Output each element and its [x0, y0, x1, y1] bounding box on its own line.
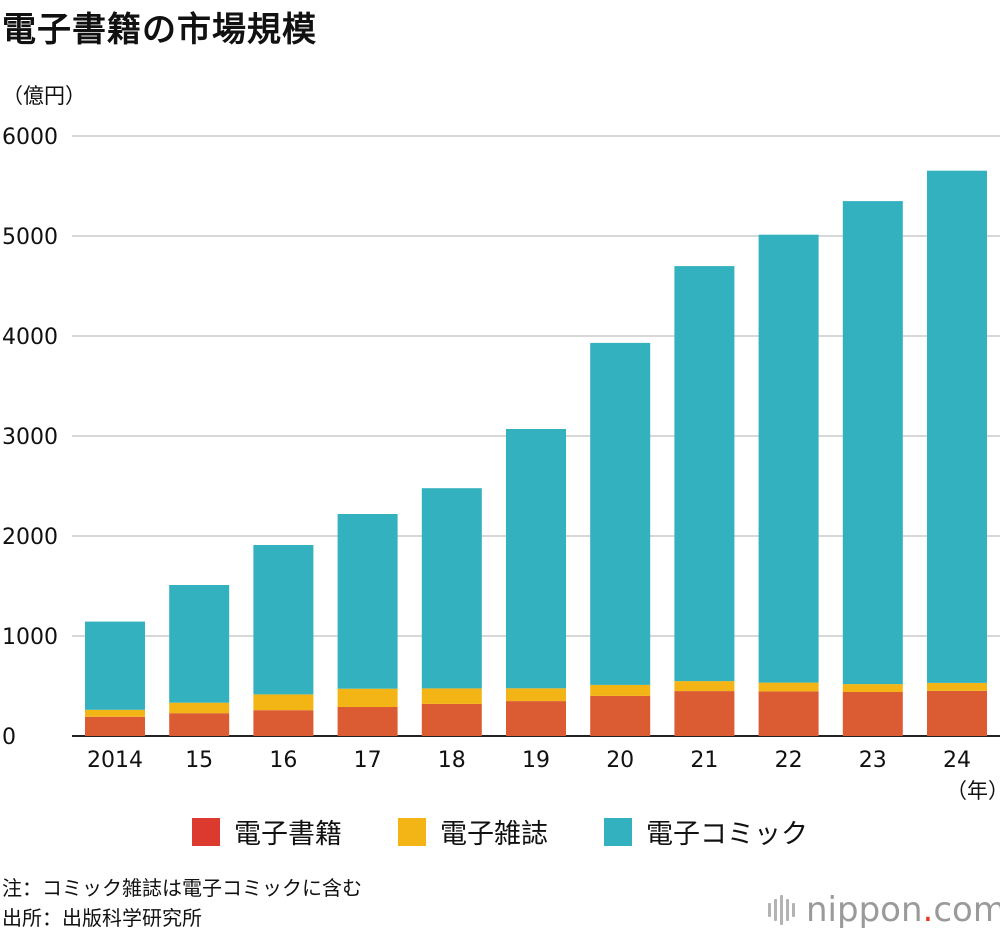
- x-axis-ticks: 2014 15 16 17 18 19 20 21 22 23 24: [87, 748, 971, 773]
- legend-swatch-ecomic: [604, 817, 632, 846]
- legend-item-ebook: 電子書籍: [192, 812, 342, 851]
- bar-segment: [674, 681, 735, 692]
- legend-swatch-emagazine: [398, 817, 426, 846]
- legend-item-ecomic: 電子コミック: [604, 812, 808, 851]
- chart-note: 注：コミック雑誌は電子コミックに含む: [2, 876, 362, 900]
- legend-swatch-ebook: [192, 817, 220, 846]
- logo-bars-icon: [768, 895, 798, 925]
- legend-item-emagazine: 電子雑誌: [398, 812, 548, 851]
- bar-segment: [927, 690, 987, 736]
- legend-label-ecomic: 電子コミック: [646, 819, 808, 850]
- bar-segment: [421, 703, 482, 736]
- bar-segment: [927, 682, 987, 691]
- logo-wordmark: nippon.com: [806, 890, 1000, 930]
- logo-name-tld: com: [933, 890, 1000, 930]
- bar-segment: [85, 716, 145, 736]
- bar-segment: [842, 684, 903, 692]
- y-tick-label: 4000: [2, 325, 58, 350]
- y-tick-label: 1000: [2, 625, 58, 650]
- bar-segment: [253, 694, 314, 711]
- y-tick-label: 0: [2, 725, 16, 750]
- y-axis-unit-label: （億円）: [2, 84, 86, 108]
- bar-segment: [421, 488, 482, 689]
- bars: [85, 170, 987, 736]
- logo-name-dot: .: [922, 890, 934, 930]
- y-tick-label: 6000: [2, 125, 58, 150]
- logo-name-main: nippon: [806, 890, 923, 930]
- bar-segment: [169, 702, 230, 714]
- nippon-com-logo: nippon.com: [768, 890, 1000, 930]
- legend-label-emagazine: 電子雑誌: [440, 819, 548, 850]
- stacked-bar-chart: 0 1000 2000 3000 4000 5000 6000 2014 15 16 17 18 19…: [2, 125, 1000, 773]
- x-tick-label: 17: [354, 748, 382, 773]
- chart-source: 出所：出版科学研究所: [2, 906, 202, 930]
- bar-segment: [169, 585, 230, 703]
- legend-label-ebook: 電子書籍: [234, 819, 342, 850]
- page-title: 電子書籍の市場規模: [2, 10, 317, 50]
- y-tick-label: 5000: [2, 225, 58, 250]
- bar-segment: [337, 688, 398, 707]
- y-tick-label: 2000: [2, 525, 58, 550]
- bar-segment: [421, 688, 482, 704]
- x-tick-label: 18: [438, 748, 466, 773]
- bar-segment: [590, 695, 651, 736]
- bar-segment: [590, 342, 651, 685]
- bar-segment: [85, 709, 145, 717]
- bar-segment: [758, 234, 819, 683]
- y-axis-ticks: 0 1000 2000 3000 4000 5000 6000: [2, 125, 58, 750]
- bar-segment: [253, 710, 314, 736]
- bar-segment: [506, 688, 566, 702]
- bar-segment: [253, 545, 314, 695]
- x-tick-label: 2014: [87, 748, 143, 773]
- y-tick-label: 3000: [2, 425, 58, 450]
- x-tick-label: 20: [606, 748, 634, 773]
- x-tick-label: 22: [775, 748, 803, 773]
- x-tick-label: 16: [269, 748, 297, 773]
- bar-segment: [758, 691, 819, 736]
- x-tick-label: 23: [859, 748, 887, 773]
- bar-segment: [842, 692, 903, 736]
- bar-segment: [169, 713, 230, 736]
- legend: 電子書籍 電子雑誌 電子コミック: [0, 812, 1000, 852]
- bar-segment: [927, 170, 987, 683]
- bar-segment: [758, 682, 819, 692]
- bar-segment: [506, 429, 566, 689]
- x-axis-unit-label: （年）: [946, 779, 1000, 803]
- bar-segment: [590, 684, 651, 696]
- bar-segment: [337, 707, 398, 736]
- x-tick-label: 24: [943, 748, 971, 773]
- x-tick-label: 15: [185, 748, 213, 773]
- bar-segment: [337, 514, 398, 689]
- bar-segment: [85, 621, 145, 710]
- x-tick-label: 19: [522, 748, 550, 773]
- bar-segment: [842, 201, 903, 685]
- bar-segment: [674, 691, 735, 736]
- bar-segment: [506, 701, 566, 736]
- x-tick-label: 21: [690, 748, 718, 773]
- bar-segment: [674, 266, 735, 682]
